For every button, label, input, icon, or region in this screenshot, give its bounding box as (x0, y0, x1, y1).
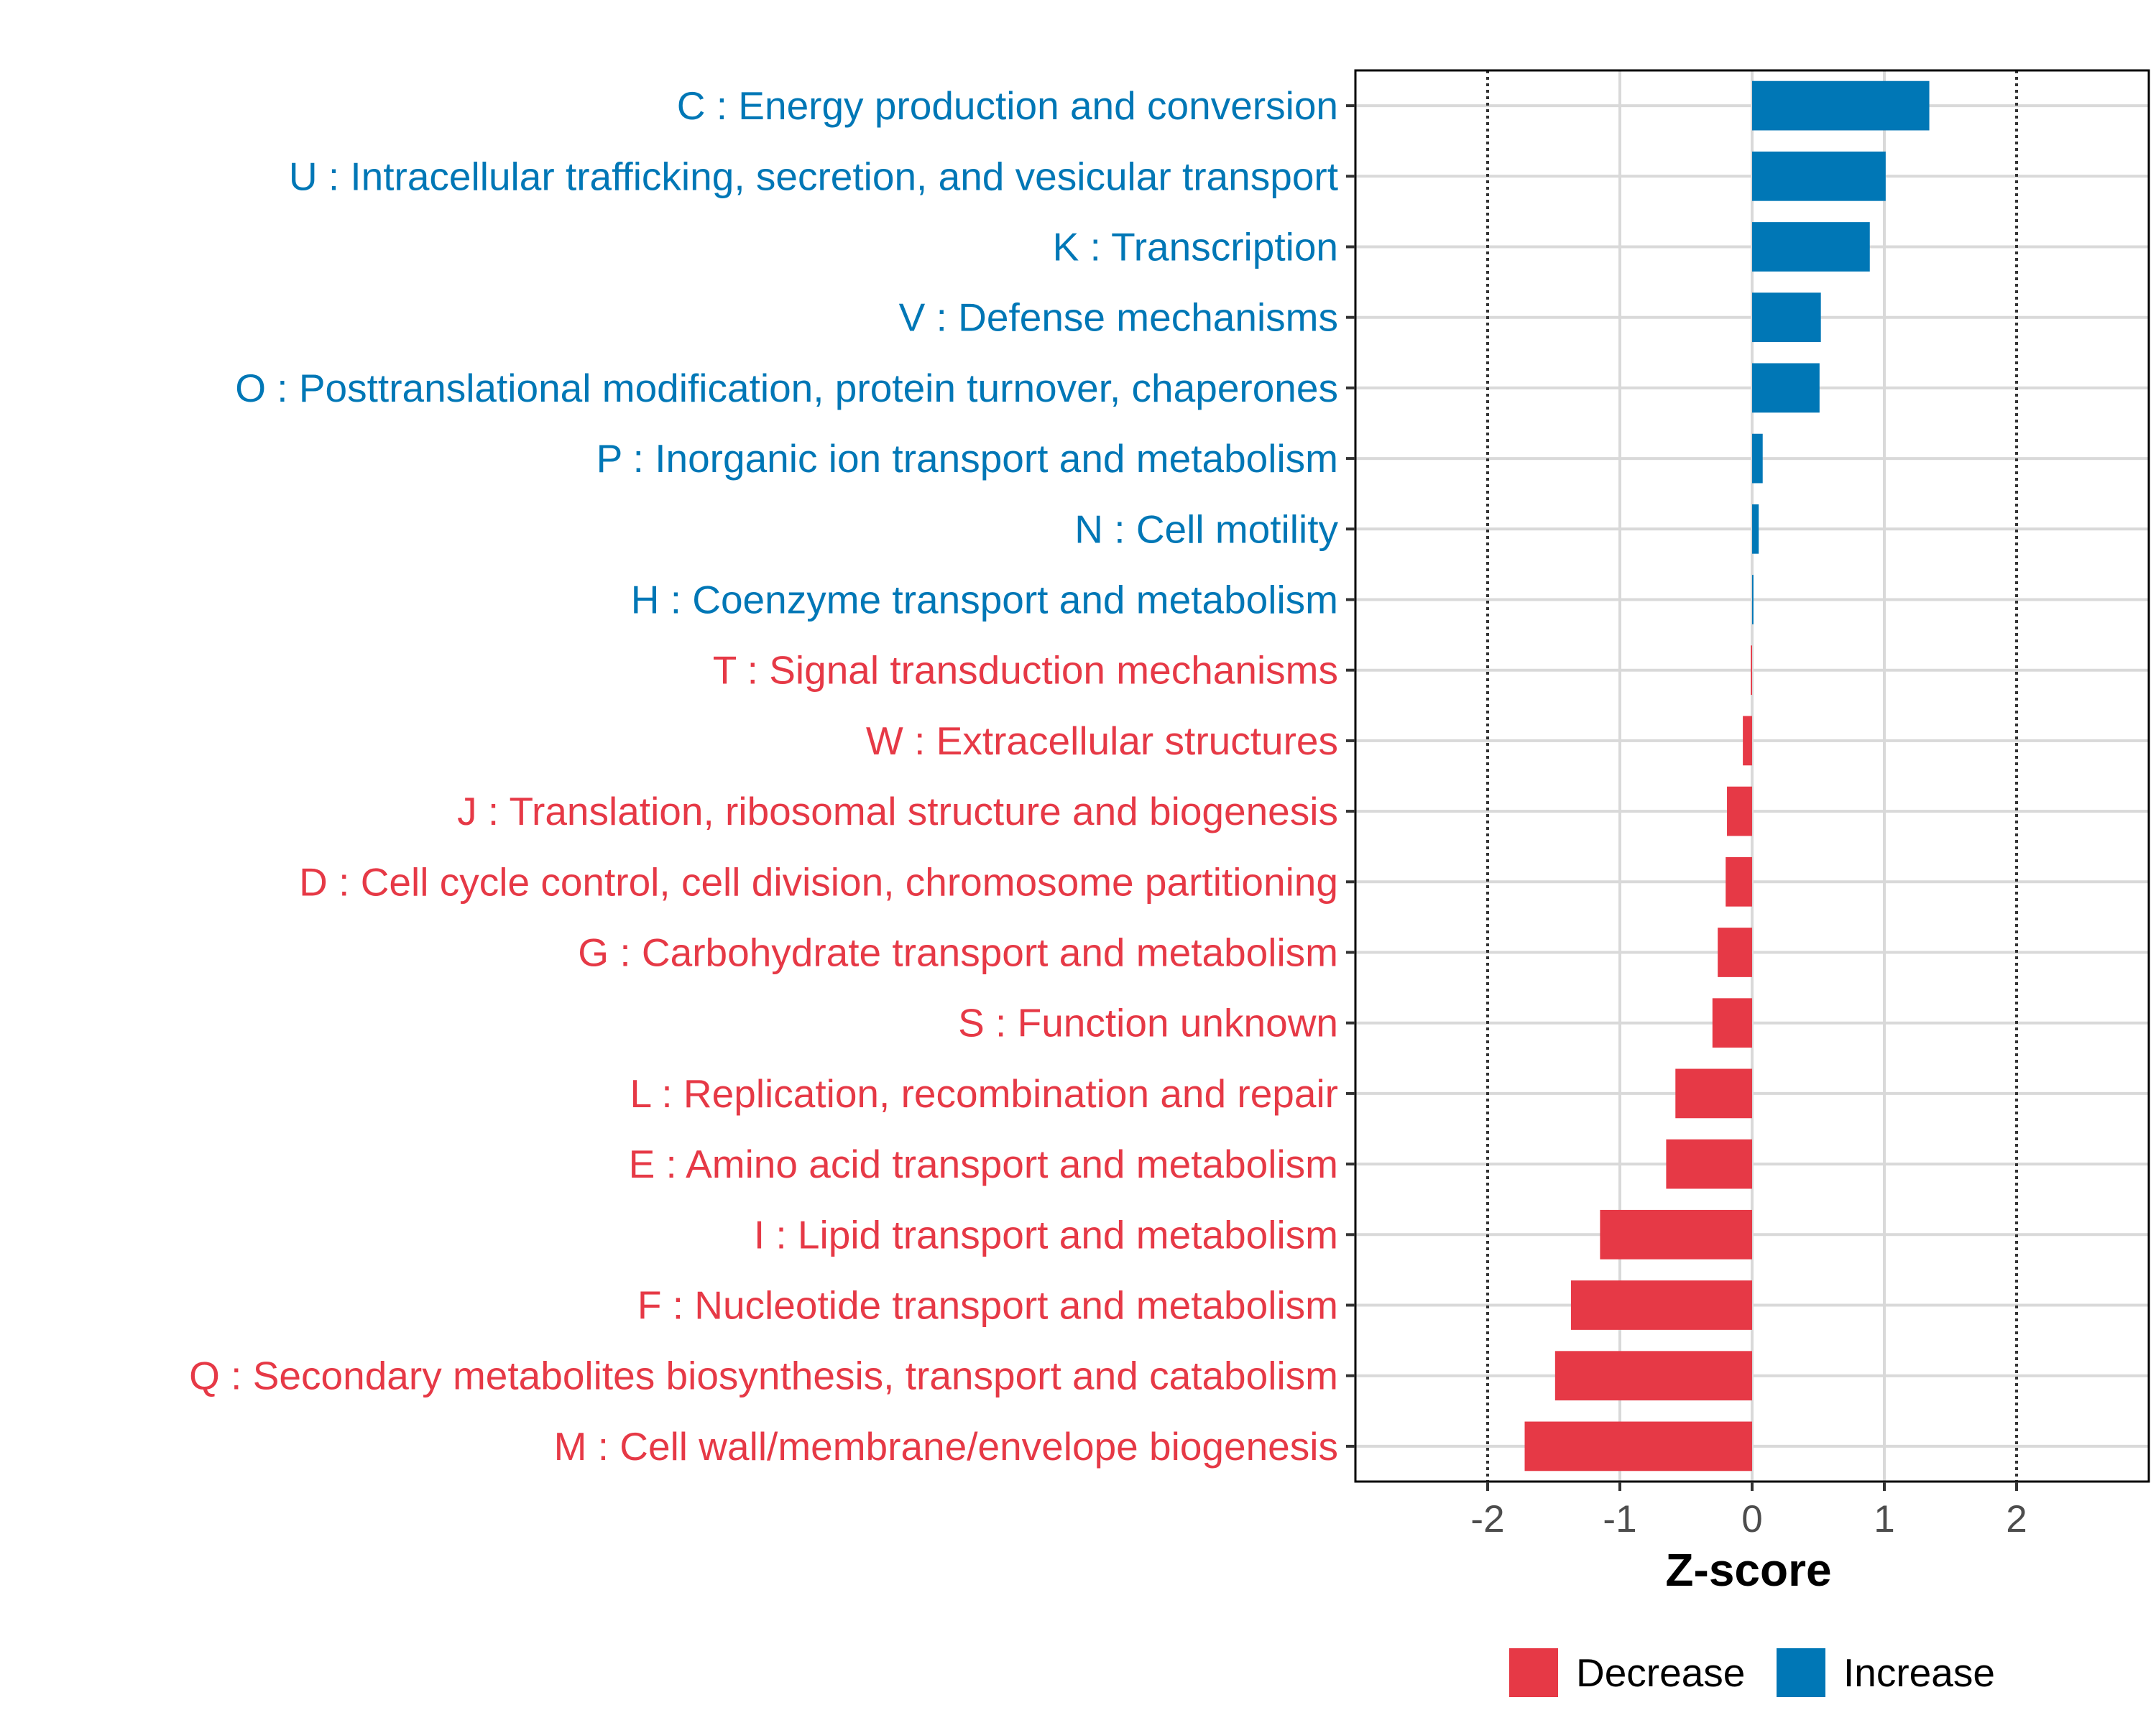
y-tick-label: D : Cell cycle control, cell division, c… (299, 859, 1338, 904)
y-tick-label: H : Coenzyme transport and metabolism (631, 578, 1338, 622)
bar (1751, 645, 1752, 696)
y-tick-label: W : Extracellular structures (866, 719, 1338, 763)
x-tick-label: 0 (1741, 1498, 1762, 1540)
bar (1718, 928, 1752, 977)
bar (1675, 1068, 1752, 1119)
bar (1743, 716, 1752, 766)
y-axis-ticks (1346, 104, 1355, 1448)
legend-label-increase: Increase (1843, 1650, 1995, 1695)
bar (1752, 80, 1930, 131)
y-tick-label: J : Translation, ribosomal structure and… (457, 789, 1338, 833)
y-tick-label: S : Function unknown (958, 1001, 1338, 1045)
x-tick-label: 1 (1874, 1498, 1894, 1540)
bar (1752, 363, 1820, 413)
x-tick-label: -2 (1470, 1498, 1504, 1540)
x-tick-label: -1 (1603, 1498, 1636, 1540)
y-tick-label: Q : Secondary metabolites biosynthesis, … (189, 1354, 1338, 1398)
x-axis-title: Z-score (1665, 1544, 1831, 1596)
bar (1752, 292, 1821, 343)
y-tick-label: G : Carbohydrate transport and metabolis… (578, 930, 1338, 975)
y-tick-label: E : Amino acid transport and metabolism (629, 1142, 1338, 1186)
bar (1726, 856, 1752, 907)
y-axis-labels: C : Energy production and conversion U : … (189, 83, 1338, 1469)
bar (1666, 1139, 1752, 1189)
bar (1752, 151, 1886, 201)
y-tick-label: U : Intracellular trafficking, secretion… (289, 154, 1338, 198)
bar (1712, 998, 1752, 1048)
bar (1600, 1209, 1752, 1260)
y-tick-label: N : Cell motility (1074, 507, 1338, 551)
x-axis-ticks: -2 -1 0 1 2 (1470, 1482, 2027, 1540)
bar (1752, 575, 1754, 624)
y-tick-label: P : Inorganic ion transport and metaboli… (596, 436, 1338, 481)
bar (1570, 1280, 1752, 1330)
y-tick-label: O : Posttranslational modification, prot… (235, 366, 1338, 410)
y-tick-label: V : Defense mechanisms (899, 295, 1338, 340)
y-tick-label: C : Energy production and conversion (677, 83, 1338, 128)
x-tick-label: 2 (2006, 1498, 2027, 1540)
legend-key-increase (1777, 1648, 1825, 1697)
bar (1727, 786, 1752, 836)
y-tick-label: T : Signal transduction mechanisms (713, 648, 1338, 693)
bar (1752, 433, 1763, 484)
bars-layer (1524, 80, 1930, 1471)
y-tick-label: L : Replication, recombination and repai… (630, 1071, 1338, 1116)
legend-key-decrease (1509, 1648, 1558, 1697)
bar (1524, 1421, 1752, 1471)
legend-label-decrease: Decrease (1576, 1650, 1745, 1695)
y-tick-label: K : Transcription (1053, 225, 1338, 269)
bar (1752, 504, 1759, 554)
y-tick-label: M : Cell wall/membrane/envelope biogenes… (554, 1424, 1338, 1469)
legend: Decrease Increase (1509, 1648, 1995, 1697)
bar (1554, 1351, 1752, 1401)
bar (1752, 222, 1870, 272)
y-tick-label: F : Nucleotide transport and metabolism (637, 1283, 1338, 1328)
reference-lines (1486, 70, 2018, 1482)
y-tick-label: I : Lipid transport and metabolism (754, 1212, 1338, 1257)
